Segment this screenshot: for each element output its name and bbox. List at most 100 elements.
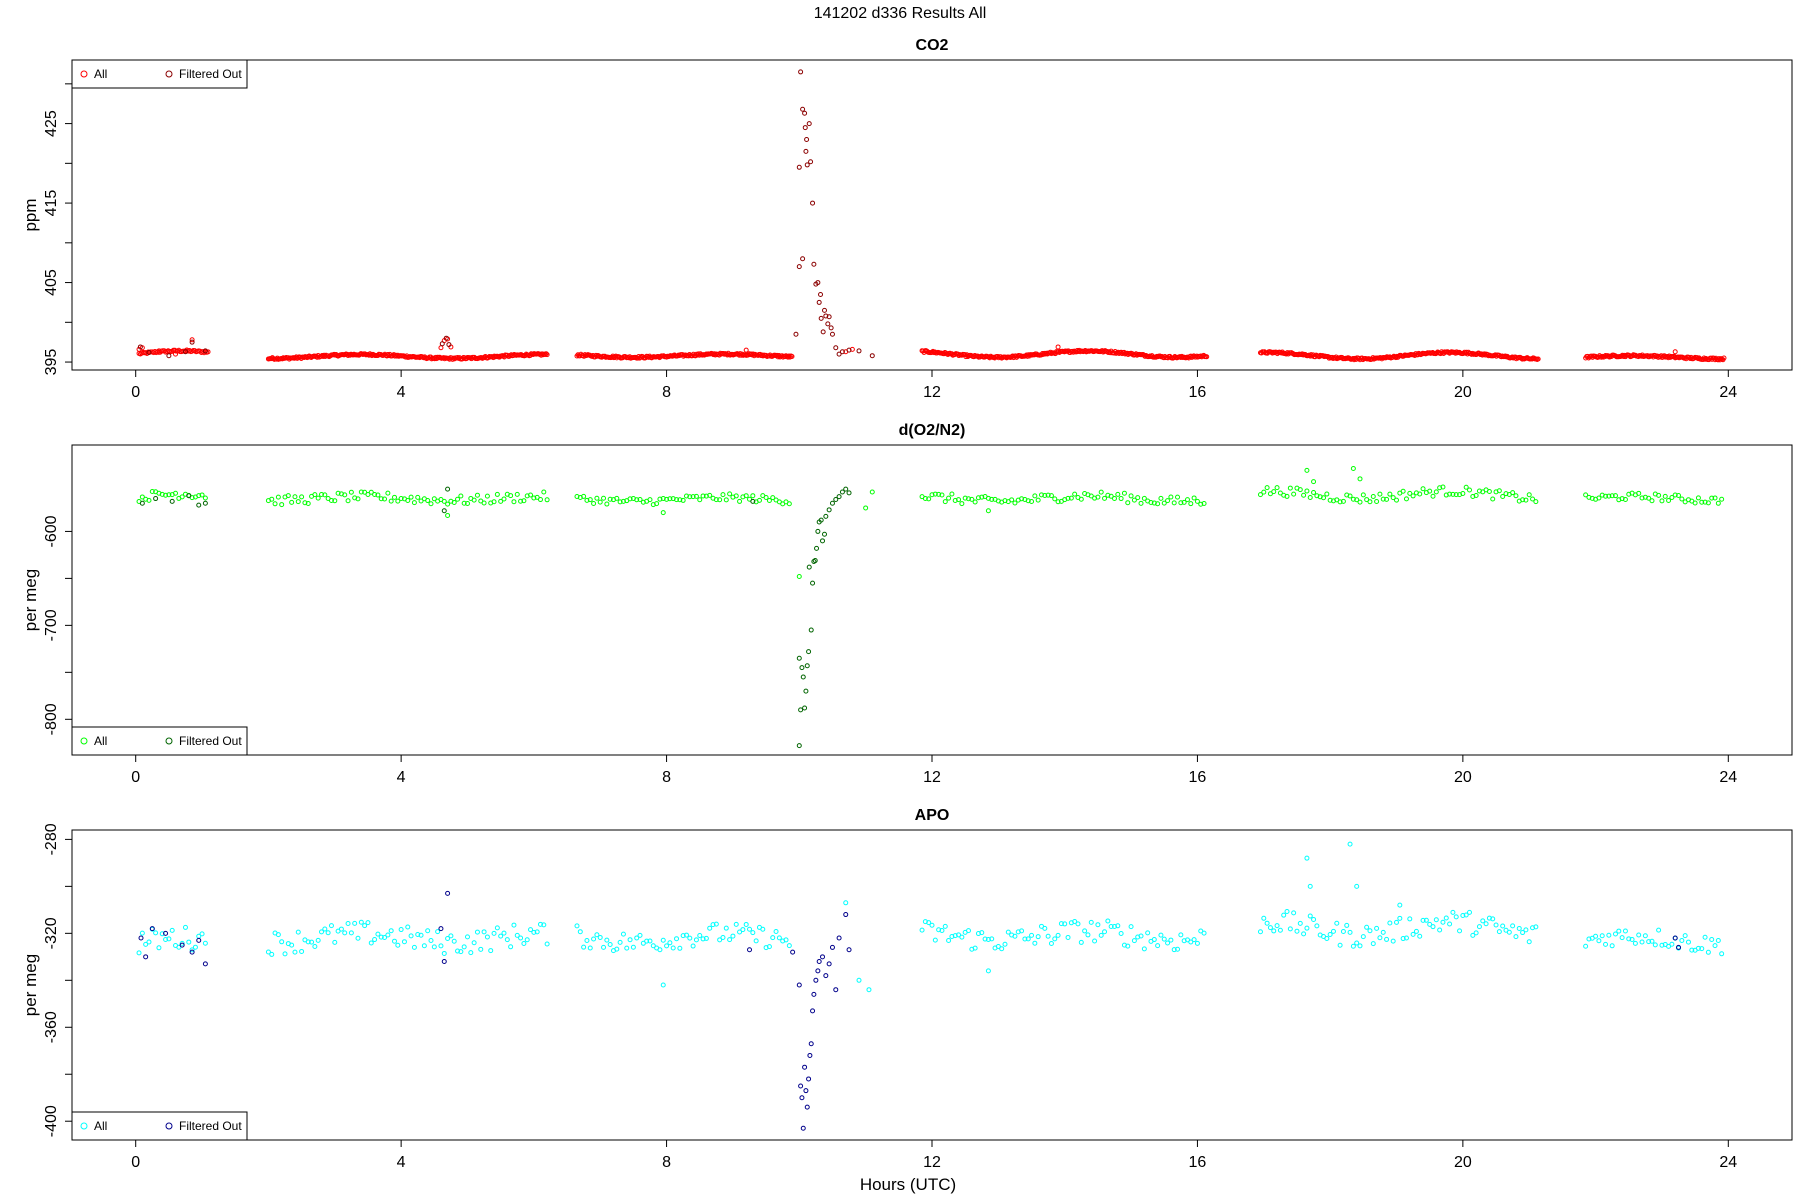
all-point bbox=[514, 491, 520, 497]
all-point bbox=[959, 501, 965, 507]
all-point bbox=[1596, 938, 1602, 944]
all-point bbox=[574, 923, 580, 929]
filtered-point bbox=[796, 982, 802, 988]
all-point bbox=[1165, 940, 1171, 946]
y-tick-label: -600 bbox=[43, 515, 60, 547]
all-point bbox=[849, 346, 855, 352]
all-point bbox=[441, 950, 447, 956]
filtered-point bbox=[810, 1008, 816, 1014]
all-point bbox=[1413, 928, 1419, 934]
legend: All Filtered Out bbox=[71, 1111, 248, 1141]
all-point bbox=[1639, 495, 1645, 501]
all-point bbox=[1191, 495, 1197, 501]
all-point bbox=[455, 948, 461, 954]
all-point bbox=[1636, 932, 1642, 938]
all-point bbox=[1360, 934, 1366, 940]
all-point bbox=[1646, 939, 1652, 945]
all-point bbox=[1523, 927, 1529, 933]
all-point bbox=[1626, 936, 1632, 942]
all-point bbox=[319, 929, 325, 935]
all-point bbox=[690, 943, 696, 949]
all-point bbox=[587, 945, 593, 951]
filtered-point bbox=[843, 486, 849, 492]
all-point bbox=[149, 488, 155, 494]
all-point bbox=[1350, 465, 1356, 471]
all-point bbox=[362, 489, 368, 495]
all-point bbox=[657, 496, 663, 502]
all-point bbox=[1330, 928, 1336, 934]
all-point bbox=[1138, 933, 1144, 939]
filtered-point bbox=[833, 345, 839, 351]
all-point bbox=[1029, 499, 1035, 505]
all-point bbox=[969, 496, 975, 502]
all-point bbox=[1699, 499, 1705, 505]
all-point bbox=[362, 923, 368, 929]
all-point bbox=[1447, 921, 1453, 927]
all-point bbox=[1450, 909, 1456, 915]
all-point bbox=[1437, 485, 1443, 491]
legend-box bbox=[71, 59, 248, 89]
all-point bbox=[1672, 492, 1678, 498]
all-point bbox=[1520, 497, 1526, 503]
all-point bbox=[1619, 935, 1625, 941]
all-point bbox=[169, 927, 175, 933]
all-point bbox=[1669, 941, 1675, 947]
all-point bbox=[926, 496, 932, 502]
figure-title: 141202 d336 Results All bbox=[814, 5, 987, 22]
all-point bbox=[1168, 937, 1174, 943]
all-point bbox=[1072, 918, 1078, 924]
all-point bbox=[1131, 497, 1137, 503]
all-point bbox=[946, 495, 952, 501]
all-point bbox=[1078, 496, 1084, 502]
all-point bbox=[179, 940, 185, 946]
filtered-point bbox=[839, 349, 845, 355]
x-axis-label: Hours (UTC) bbox=[860, 1175, 956, 1194]
all-point bbox=[1002, 941, 1008, 947]
all-point bbox=[1420, 486, 1426, 492]
filtered-point bbox=[823, 973, 829, 979]
filtered-point bbox=[163, 930, 169, 936]
filtered-point bbox=[826, 314, 832, 320]
all-point bbox=[1397, 915, 1403, 921]
all-point bbox=[756, 497, 762, 503]
all-point bbox=[1430, 493, 1436, 499]
all-point bbox=[518, 935, 524, 941]
all-point bbox=[1357, 943, 1363, 949]
all-point bbox=[1055, 499, 1061, 505]
all-point bbox=[348, 930, 354, 936]
all-point bbox=[936, 927, 942, 933]
all-point bbox=[1304, 488, 1310, 494]
all-point bbox=[644, 938, 650, 944]
x-tick-label: 24 bbox=[1719, 384, 1737, 401]
all-point bbox=[1072, 491, 1078, 497]
all-point bbox=[1267, 925, 1273, 931]
all-point bbox=[332, 939, 338, 945]
y-axis-label: ppm bbox=[21, 198, 40, 231]
all-point bbox=[1337, 942, 1343, 948]
all-point bbox=[1433, 489, 1439, 495]
all-point bbox=[1274, 485, 1280, 491]
all-point bbox=[713, 497, 719, 503]
all-point bbox=[1682, 499, 1688, 505]
all-point bbox=[428, 501, 434, 507]
all-point bbox=[1377, 491, 1383, 497]
all-point bbox=[488, 948, 494, 954]
all-point bbox=[597, 499, 603, 505]
all-point bbox=[1467, 487, 1472, 493]
all-point bbox=[1257, 492, 1263, 498]
all-point bbox=[1102, 929, 1108, 935]
all-point bbox=[528, 492, 534, 498]
all-point bbox=[1721, 355, 1727, 361]
all-point bbox=[1032, 493, 1038, 499]
all-point bbox=[1277, 927, 1283, 933]
filtered-point bbox=[826, 507, 832, 513]
all-point bbox=[1354, 497, 1360, 503]
all-point bbox=[1453, 492, 1459, 498]
all-point bbox=[202, 940, 208, 946]
filtered-point bbox=[823, 313, 829, 319]
y-tick-label: -280 bbox=[43, 823, 60, 855]
filtered-point bbox=[202, 961, 208, 967]
all-point bbox=[1145, 930, 1151, 936]
all-point bbox=[448, 933, 454, 939]
all-point bbox=[1666, 497, 1672, 503]
